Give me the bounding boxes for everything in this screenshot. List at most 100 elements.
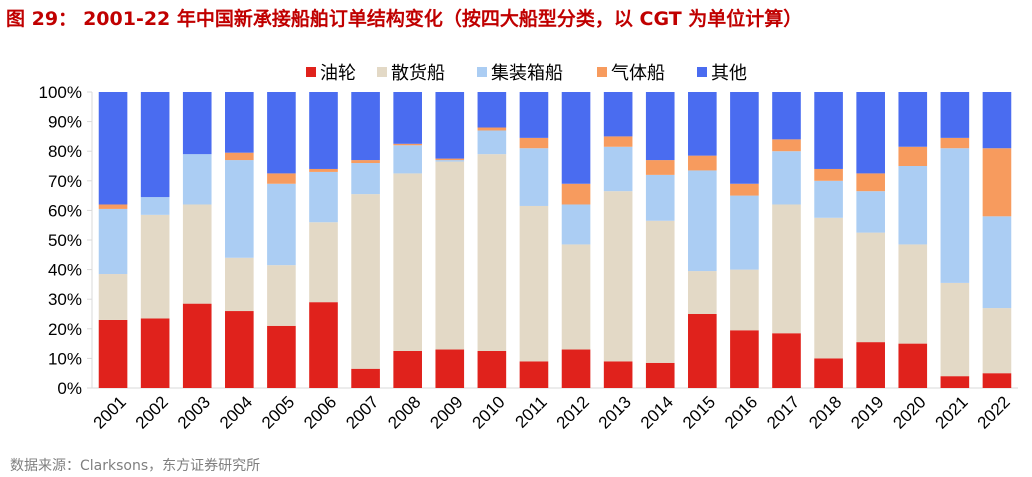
bar-segment-2002-s0	[140, 318, 170, 388]
legend-swatch-s1	[377, 67, 387, 77]
bar-stack-2022	[982, 92, 1012, 388]
bar-segment-2010-s1	[477, 154, 507, 351]
bar-segment-2011-s3	[519, 137, 549, 149]
x-tick-label-2017: 2017	[763, 392, 803, 432]
legend-label-s2: 集装箱船	[491, 63, 563, 84]
bar-segment-2017-s2	[772, 151, 801, 205]
bar-segment-2006-s1	[309, 222, 338, 303]
x-tick-label-2012: 2012	[553, 392, 593, 432]
bar-segment-2017-s1	[772, 204, 801, 334]
figure-title-text: 2001-22 年中国新承接船舶订单结构变化（按四大船型分类，以 CGT 为单位…	[83, 8, 803, 30]
x-tick-label-2011: 2011	[511, 392, 550, 431]
x-tick-label-2001: 2001	[90, 392, 130, 432]
y-tick-label: 20%	[48, 320, 82, 339]
bar-segment-2020-s3	[898, 146, 928, 166]
bar-segment-2022-s1	[982, 308, 1012, 374]
bar-segment-2022-s3	[982, 148, 1012, 217]
bar-segment-2019-s3	[856, 173, 885, 192]
bar-segment-2014-s4	[645, 92, 675, 161]
bar-segment-2011-s4	[519, 92, 549, 138]
bar-segment-2009-s1	[435, 161, 465, 350]
bar-segment-2015-s1	[688, 271, 717, 314]
bar-segment-2005-s3	[267, 173, 296, 184]
y-tick-label: 50%	[48, 231, 82, 250]
bar-segment-2011-s0	[519, 361, 549, 388]
legend-label-s0: 油轮	[320, 63, 356, 84]
bar-segment-2008-s2	[393, 145, 422, 174]
x-tick-label-2013: 2013	[595, 392, 635, 432]
y-tick-label: 80%	[48, 142, 82, 161]
bar-stack-2015	[688, 92, 717, 388]
bar-segment-2004-s3	[225, 152, 254, 161]
bar-segment-2001-s4	[98, 92, 128, 205]
x-tick-label-2018: 2018	[805, 392, 845, 432]
bar-segment-2016-s4	[730, 92, 759, 184]
bar-segment-2019-s1	[856, 232, 885, 343]
legend-swatch-s4	[697, 67, 707, 77]
bar-segment-2012-s1	[561, 244, 591, 350]
bar-stack-2019	[856, 92, 885, 388]
bar-stack-2014	[645, 92, 675, 388]
figure-title: 图 29： 2001-22 年中国新承接船舶订单结构变化（按四大船型分类，以 CG…	[6, 4, 808, 31]
bar-segment-2013-s1	[603, 191, 633, 362]
bar-segment-2005-s4	[267, 92, 296, 174]
bar-segment-2019-s4	[856, 92, 885, 174]
bar-stack-2009	[435, 92, 465, 388]
bar-segment-2010-s3	[477, 127, 507, 131]
bar-segment-2021-s1	[940, 282, 970, 377]
bar-segment-2012-s4	[561, 92, 591, 184]
bar-segment-2022-s4	[982, 92, 1012, 149]
bar-segment-2012-s2	[561, 204, 591, 245]
bar-segment-2002-s2	[140, 197, 170, 215]
x-tick-label-2002: 2002	[132, 392, 172, 432]
x-tick-label-2022: 2022	[974, 392, 1014, 432]
bar-stack-2021	[940, 92, 970, 388]
bar-segment-2009-s0	[435, 349, 465, 388]
bar-segment-2016-s1	[730, 269, 759, 331]
bar-segment-2020-s0	[898, 343, 928, 388]
bar-stack-2005	[267, 92, 296, 388]
bar-segment-2012-s3	[561, 183, 591, 205]
y-tick-label: 40%	[48, 261, 82, 280]
bar-segment-2012-s0	[561, 349, 591, 388]
bar-stack-2002	[140, 92, 170, 388]
bar-segment-2001-s2	[98, 208, 128, 275]
bar-segment-2008-s4	[393, 92, 422, 144]
bar-segment-2001-s3	[98, 204, 128, 209]
bar-segment-2004-s0	[225, 311, 254, 388]
bar-segment-2017-s0	[772, 333, 801, 388]
bar-segment-2016-s3	[730, 183, 759, 196]
bar-segment-2005-s2	[267, 183, 296, 266]
bar-segment-2015-s4	[688, 92, 717, 156]
x-tick-label-2004: 2004	[216, 392, 256, 432]
bar-segment-2007-s0	[351, 368, 380, 388]
bar-segment-2018-s1	[814, 217, 843, 359]
bar-segment-2018-s2	[814, 180, 843, 218]
bar-segment-2003-s2	[182, 154, 212, 205]
y-tick-label: 10%	[48, 349, 82, 368]
bar-stack-2003	[182, 92, 212, 388]
bar-segment-2006-s0	[309, 302, 338, 388]
bar-segment-2007-s1	[351, 194, 380, 369]
bar-stack-2018	[814, 92, 843, 388]
bar-segment-2018-s4	[814, 92, 843, 169]
bar-segment-2007-s2	[351, 163, 380, 195]
x-tick-label-2003: 2003	[174, 392, 214, 432]
bar-segment-2004-s4	[225, 92, 254, 153]
legend-swatch-s2	[477, 67, 487, 77]
bar-stack-2001	[98, 92, 128, 388]
x-tick-label-2006: 2006	[300, 392, 340, 432]
bar-segment-2020-s1	[898, 244, 928, 344]
bar-segment-2002-s1	[140, 214, 170, 319]
x-tick-label-2021: 2021	[932, 392, 972, 432]
bar-segment-2007-s4	[351, 92, 380, 161]
bar-segment-2020-s2	[898, 166, 928, 245]
x-tick-label-2007: 2007	[342, 392, 382, 432]
y-tick-label: 60%	[48, 201, 82, 220]
bar-stack-2008	[393, 92, 422, 388]
chart-legend: 油轮 散货船 集装箱船 气体船 其他	[306, 63, 747, 84]
bar-segment-2018-s3	[814, 168, 843, 181]
bar-segment-2004-s1	[225, 257, 254, 312]
y-tick-label: 90%	[48, 113, 82, 132]
bar-segment-2003-s1	[182, 204, 212, 304]
